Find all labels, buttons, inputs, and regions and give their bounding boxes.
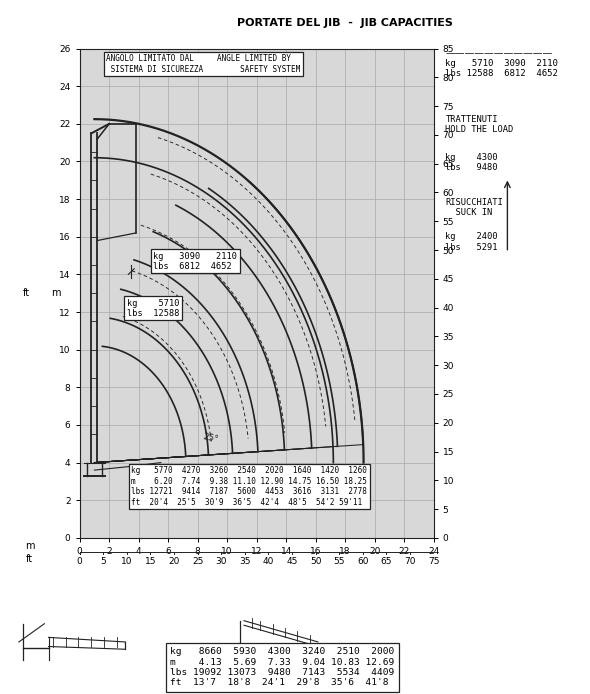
- Text: 60: 60: [357, 557, 369, 566]
- Text: 40: 40: [263, 557, 274, 566]
- Text: 10: 10: [121, 557, 133, 566]
- Text: kg    5710
lbs  12588: kg 5710 lbs 12588: [127, 298, 179, 318]
- Text: 15: 15: [145, 557, 156, 566]
- Text: 35: 35: [239, 557, 251, 566]
- Text: ft: ft: [26, 554, 33, 564]
- Text: 0: 0: [77, 557, 83, 566]
- Text: 45: 45: [286, 557, 298, 566]
- Text: 55: 55: [333, 557, 345, 566]
- Text: kg   3090   2110
lbs  6812  4652: kg 3090 2110 lbs 6812 4652: [153, 251, 237, 271]
- Text: 5: 5: [100, 557, 106, 566]
- Text: 25°: 25°: [202, 432, 219, 444]
- Text: TRATTENUTI
HOLD THE LOAD: TRATTENUTI HOLD THE LOAD: [445, 115, 514, 134]
- Text: 75: 75: [428, 557, 440, 566]
- Text: 20: 20: [168, 557, 180, 566]
- Text: kg    2400
lbs   5291: kg 2400 lbs 5291: [445, 232, 498, 252]
- Text: m: m: [25, 541, 34, 551]
- Text: 50: 50: [310, 557, 322, 566]
- Text: ———————————: ———————————: [445, 49, 553, 58]
- Text: m: m: [51, 288, 61, 298]
- Text: kg    4300
lbs   9480: kg 4300 lbs 9480: [445, 153, 498, 172]
- Text: 70: 70: [404, 557, 416, 566]
- Text: kg   5770  4270  3260  2540  2020  1640  1420  1260
m    6.20  7.74  9.38 11.10 : kg 5770 4270 3260 2540 2020 1640 1420 12…: [131, 466, 367, 507]
- Text: 25: 25: [192, 557, 204, 566]
- Text: 30: 30: [215, 557, 227, 566]
- Text: ft: ft: [23, 288, 30, 298]
- Text: PORTATE DEL JIB  -  JIB CAPACITIES: PORTATE DEL JIB - JIB CAPACITIES: [237, 18, 453, 28]
- Text: ANGOLO LIMITATO DAL     ANGLE LIMITED BY
 SISTEMA DI SICUREZZA        SAFETY SYS: ANGOLO LIMITATO DAL ANGLE LIMITED BY SIS…: [106, 54, 300, 74]
- Text: RISUCCHIATI
  SUCK IN: RISUCCHIATI SUCK IN: [445, 198, 503, 217]
- Text: kg   8660  5930  4300  3240  2510  2000
m    4.13  5.69  7.33  9.04 10.83 12.69
: kg 8660 5930 4300 3240 2510 2000 m 4.13 …: [171, 648, 395, 688]
- Text: 65: 65: [381, 557, 392, 566]
- Text: kg   5710  3090  2110
lbs 12588  6812  4652: kg 5710 3090 2110 lbs 12588 6812 4652: [445, 59, 558, 78]
